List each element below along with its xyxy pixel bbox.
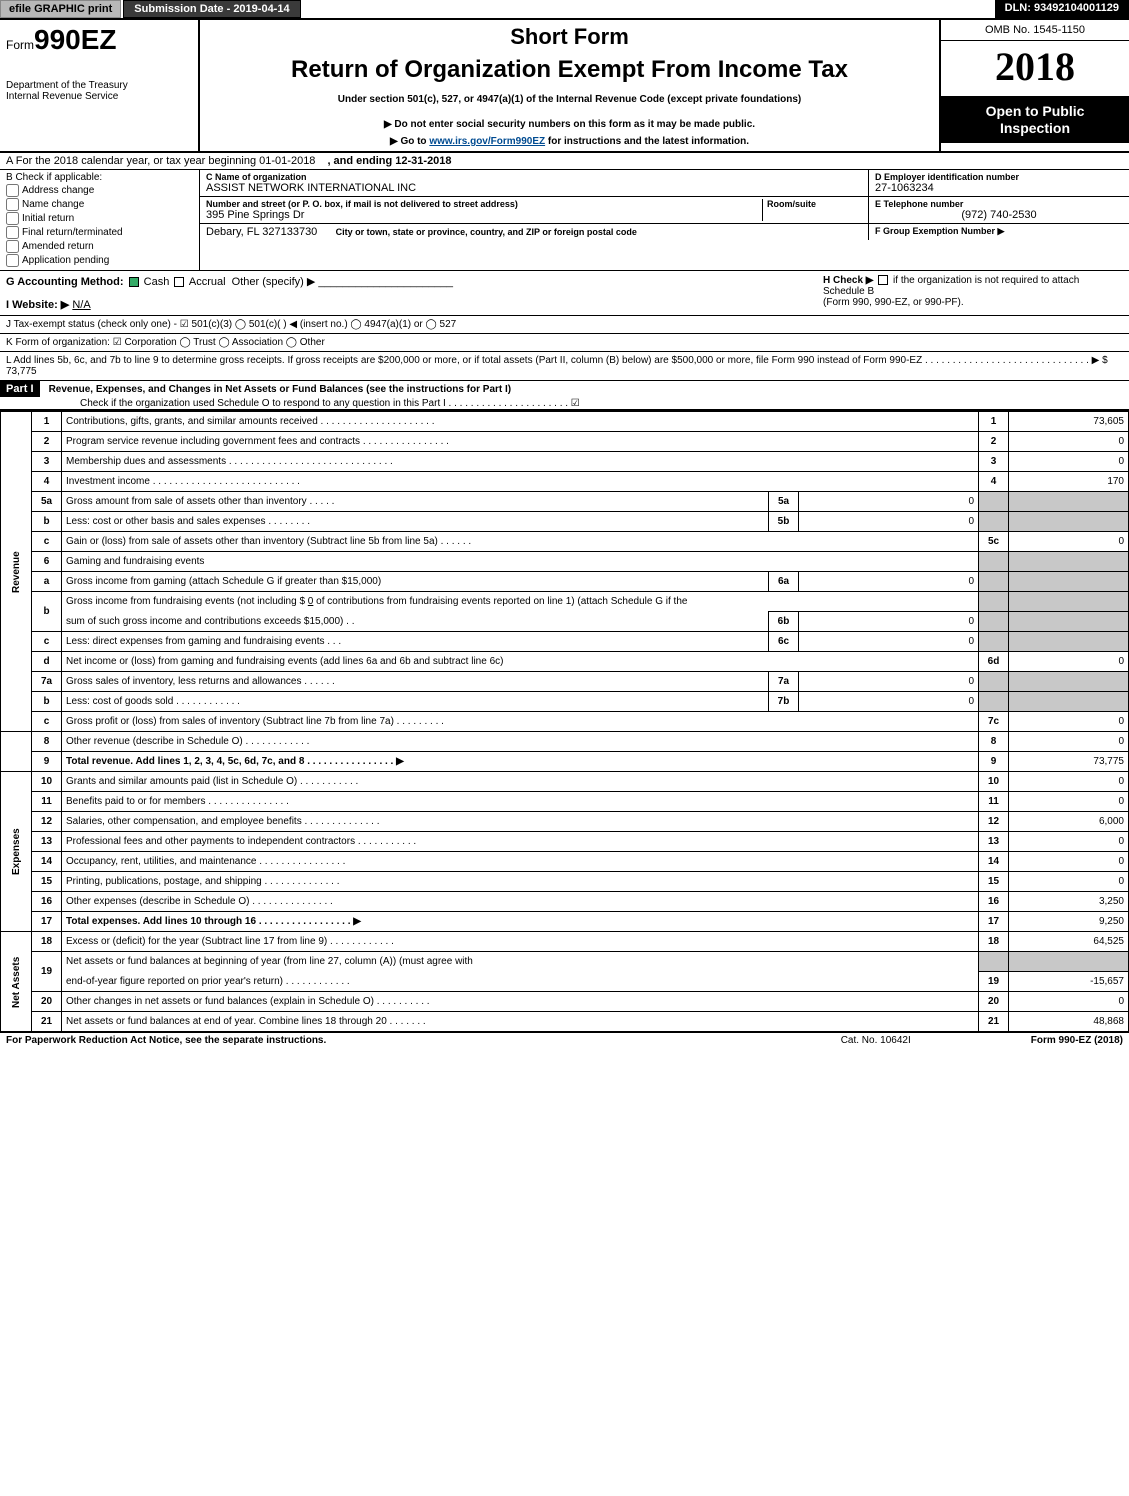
line-15-value: 0 [1009, 872, 1129, 892]
h-checkbox[interactable] [878, 275, 888, 285]
lines-table: Revenue 1Contributions, gifts, grants, a… [0, 411, 1129, 1032]
box-f-label: F Group Exemption Number ▶ [875, 226, 1123, 237]
top-bar: efile GRAPHIC print Submission Date - 20… [0, 0, 1129, 20]
line-4-value: 170 [1009, 472, 1129, 492]
part-1-label: Part I [0, 381, 40, 397]
open-to-public: Open to PublicInspection [941, 97, 1129, 143]
check-final-return[interactable]: Final return/terminated [6, 226, 193, 239]
box-d-label: D Employer identification number [875, 172, 1123, 182]
street-value: 395 Pine Springs Dr [206, 209, 762, 221]
box-b-checkboxes: B Check if applicable: Address change Na… [0, 170, 200, 270]
city-value: Debary, FL 327133730 [206, 226, 317, 238]
row-l: L Add lines 5b, 6c, and 7b to line 9 to … [0, 352, 1129, 381]
line-13-value: 0 [1009, 832, 1129, 852]
city-label: City or town, state or province, country… [336, 227, 637, 237]
goto-instructions: ▶ Go to www.irs.gov/Form990EZ for instru… [206, 136, 933, 147]
line-20-value: 0 [1009, 992, 1129, 1012]
line-8-value: 0 [1009, 732, 1129, 752]
box-h: H Check ▶ if the organization is not req… [823, 275, 1123, 311]
paperwork-notice: For Paperwork Reduction Act Notice, see … [6, 1035, 326, 1046]
line-6c-value: 0 [799, 632, 979, 652]
efile-print-button[interactable]: efile GRAPHIC print [0, 0, 121, 18]
check-application-pending[interactable]: Application pending [6, 254, 193, 267]
part-1-header: Part I Revenue, Expenses, and Changes in… [0, 381, 1129, 411]
org-name: ASSIST NETWORK INTERNATIONAL INC [206, 182, 862, 194]
street-label: Number and street (or P. O. box, if mail… [206, 199, 762, 209]
line-12-value: 6,000 [1009, 812, 1129, 832]
omb-number: OMB No. 1545-1150 [941, 20, 1129, 41]
line-6a-value: 0 [799, 572, 979, 592]
line-7b-value: 0 [799, 692, 979, 712]
short-form-title: Short Form [206, 24, 933, 50]
line-18-value: 64,525 [1009, 932, 1129, 952]
box-e-label: E Telephone number [875, 199, 1123, 209]
check-initial-return[interactable]: Initial return [6, 212, 193, 225]
accounting-method: G Accounting Method: Cash Accrual Other … [6, 275, 823, 288]
revenue-side-label: Revenue [1, 412, 32, 732]
form-header: Form990EZ Department of the Treasury Int… [0, 20, 1129, 153]
tax-year-begin: A For the 2018 calendar year, or tax yea… [0, 153, 321, 169]
box-c-label: C Name of organization [206, 172, 862, 182]
line-7a-value: 0 [799, 672, 979, 692]
phone-value: (972) 740-2530 [875, 209, 1123, 221]
cash-checkbox[interactable] [129, 277, 139, 287]
main-title: Return of Organization Exempt From Incom… [206, 56, 933, 84]
check-address-change[interactable]: Address change [6, 184, 193, 197]
line-5b-value: 0 [799, 512, 979, 532]
entity-info-row: B Check if applicable: Address change Na… [0, 170, 1129, 271]
line-16-value: 3,250 [1009, 892, 1129, 912]
line-6d-value: 0 [1009, 652, 1129, 672]
check-amended-return[interactable]: Amended return [6, 240, 193, 253]
row-g-h: G Accounting Method: Cash Accrual Other … [0, 271, 1129, 316]
line-2-value: 0 [1009, 432, 1129, 452]
line-5c-value: 0 [1009, 532, 1129, 552]
line-21-value: 48,868 [1009, 1012, 1129, 1032]
form-number-footer: Form 990-EZ (2018) [1031, 1035, 1123, 1046]
page-footer: For Paperwork Reduction Act Notice, see … [0, 1032, 1129, 1048]
ein-value: 27-1063234 [875, 182, 1123, 194]
row-j: J Tax-exempt status (check only one) - ☑… [0, 316, 1129, 334]
form-number: Form990EZ [6, 24, 192, 56]
part-1-check: Check if the organization used Schedule … [0, 396, 586, 411]
tax-year-end: , and ending 12-31-2018 [321, 153, 457, 169]
line-7c-value: 0 [1009, 712, 1129, 732]
section-a: A For the 2018 calendar year, or tax yea… [0, 153, 1129, 170]
accrual-checkbox[interactable] [174, 277, 184, 287]
tax-year: 2018 [941, 41, 1129, 97]
expenses-side-label: Expenses [1, 772, 32, 932]
row-k: K Form of organization: ☑ Corporation ◯ … [0, 334, 1129, 352]
line-6b-value: 0 [799, 612, 979, 632]
website-value: N/A [72, 299, 90, 311]
subtitle: Under section 501(c), 527, or 4947(a)(1)… [206, 94, 933, 105]
line-9-value: 73,775 [1009, 752, 1129, 772]
dln-label: DLN: 93492104001129 [995, 0, 1129, 18]
irs-link[interactable]: www.irs.gov/Form990EZ [429, 136, 545, 147]
ssn-warning: ▶ Do not enter social security numbers o… [206, 119, 933, 130]
room-label: Room/suite [767, 199, 862, 209]
line-17-value: 9,250 [1009, 912, 1129, 932]
check-name-change[interactable]: Name change [6, 198, 193, 211]
line-11-value: 0 [1009, 792, 1129, 812]
line-5a-value: 0 [799, 492, 979, 512]
netassets-side-label: Net Assets [1, 932, 32, 1032]
submission-date-label: Submission Date - 2019-04-14 [123, 0, 300, 18]
line-19-value: -15,657 [1009, 972, 1129, 992]
website-row: I Website: ▶ N/A [6, 298, 823, 311]
line-10-value: 0 [1009, 772, 1129, 792]
line-1-value: 73,605 [1009, 412, 1129, 432]
catalog-number: Cat. No. 10642I [841, 1035, 911, 1046]
line-6b-desc1: Gross income from fundraising events (no… [62, 592, 979, 612]
line-14-value: 0 [1009, 852, 1129, 872]
line-3-value: 0 [1009, 452, 1129, 472]
box-b-title: B Check if applicable: [6, 172, 193, 183]
dept-treasury: Department of the Treasury Internal Reve… [6, 80, 192, 102]
